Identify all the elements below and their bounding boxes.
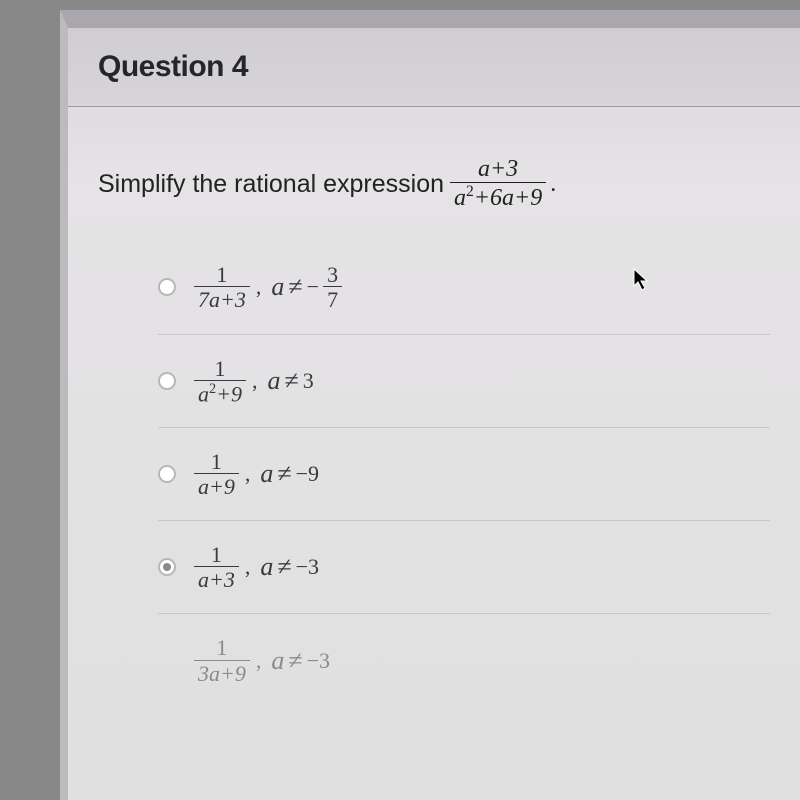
answer-option[interactable]: 1 7a+3 , a ≠ − 3 7 <box>158 241 770 334</box>
answer-options: 1 7a+3 , a ≠ − 3 7 1 a2+9 <box>68 241 800 706</box>
radio-button[interactable] <box>158 558 176 576</box>
answer-option[interactable]: 1 a+9 , a ≠ −9 <box>158 428 770 521</box>
question-header: Question 4 <box>68 28 800 107</box>
radio-button[interactable] <box>158 278 176 296</box>
option-expression: 1 a2+9 , a ≠ 3 <box>194 357 314 406</box>
answer-option[interactable]: 1 a+3 , a ≠ −3 <box>158 521 770 614</box>
question-card: Question 4 Simplify the rational express… <box>60 10 800 800</box>
option-expression: 1 7a+3 , a ≠ − 3 7 <box>194 263 342 311</box>
option-expression: 1 3a+9 , a ≠ −3 <box>194 636 330 684</box>
answer-option[interactable]: 1 3a+9 , a ≠ −3 <box>158 614 770 706</box>
prompt-expression: a+3 a2+6a+9 . <box>450 157 556 211</box>
radio-button[interactable] <box>158 465 176 483</box>
question-prompt: Simplify the rational expression a+3 a2+… <box>68 107 800 241</box>
radio-button[interactable] <box>158 372 176 390</box>
prompt-text: Simplify the rational expression <box>98 170 444 199</box>
answer-option[interactable]: 1 a2+9 , a ≠ 3 <box>158 335 770 429</box>
option-expression: 1 a+9 , a ≠ −9 <box>194 450 319 498</box>
question-title: Question 4 <box>98 50 770 84</box>
option-expression: 1 a+3 , a ≠ −3 <box>194 543 319 591</box>
